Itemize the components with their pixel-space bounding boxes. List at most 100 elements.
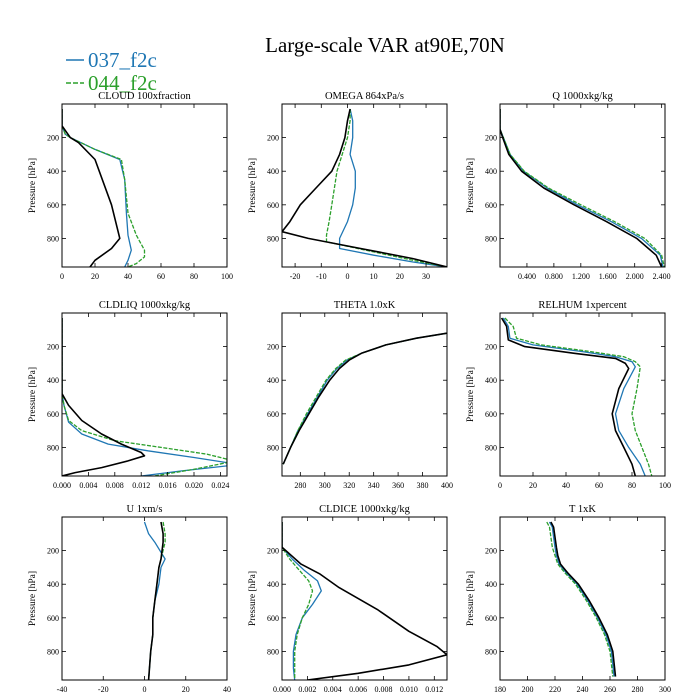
x-tick-label: 0.800 bbox=[545, 272, 563, 281]
series-line-2 bbox=[282, 332, 447, 465]
y-tick-label: 600 bbox=[47, 410, 59, 419]
x-tick-label: 0 bbox=[143, 685, 147, 694]
x-tick-label: 20 bbox=[91, 272, 99, 281]
x-tick-label: 280 bbox=[294, 481, 306, 490]
series-line-2 bbox=[500, 317, 637, 476]
x-tick-label: 100 bbox=[659, 481, 671, 490]
x-tick-label: 20 bbox=[529, 481, 537, 490]
plot-frame bbox=[61, 312, 228, 477]
y-tick-label: 800 bbox=[267, 443, 279, 452]
series-line-1 bbox=[325, 109, 447, 267]
x-tick-label: 0.012 bbox=[425, 685, 443, 694]
y-tick-label: 200 bbox=[267, 343, 279, 352]
x-tick-label: 320 bbox=[343, 481, 355, 490]
plot-frame bbox=[499, 312, 666, 477]
x-tick-label: 100 bbox=[221, 272, 233, 281]
x-tick-label: 40 bbox=[223, 685, 231, 694]
panel-title: CLDICE 1000xkg/kg bbox=[319, 504, 410, 515]
y-tick-label: 800 bbox=[47, 647, 59, 656]
plot-frame bbox=[499, 516, 666, 681]
y-tick-label: 800 bbox=[267, 234, 279, 243]
y-tick-label: 400 bbox=[267, 167, 279, 176]
series-line-2 bbox=[500, 109, 663, 267]
x-tick-label: 10 bbox=[370, 272, 378, 281]
x-tick-label: 0.004 bbox=[324, 685, 342, 694]
series-line-0 bbox=[502, 317, 646, 476]
x-tick-label: 0.002 bbox=[298, 685, 316, 694]
legend: 037_f2c 044_f2c bbox=[66, 48, 157, 95]
x-tick-label: 0.006 bbox=[349, 685, 367, 694]
plot-frame bbox=[61, 516, 228, 681]
x-tick-label: 1.200 bbox=[572, 272, 590, 281]
y-tick-label: 600 bbox=[485, 614, 497, 623]
panel-title: CLOUD 100xfraction bbox=[98, 91, 191, 102]
series-line-0 bbox=[500, 109, 664, 267]
x-tick-label: 400 bbox=[441, 481, 453, 490]
x-tick-label: 20 bbox=[182, 685, 190, 694]
series-line-2 bbox=[62, 318, 146, 476]
plot-frame bbox=[499, 103, 666, 268]
x-tick-label: 2.000 bbox=[626, 272, 644, 281]
x-tick-label: 80 bbox=[190, 272, 198, 281]
panel-4: THETA 1.0xK 280 300 320 340 360 380 400 200 400 60… bbox=[267, 300, 453, 490]
y-tick-label: 400 bbox=[267, 580, 279, 589]
series-line-0 bbox=[338, 108, 447, 267]
y-tick-label: 200 bbox=[485, 134, 497, 143]
series-line-1 bbox=[500, 109, 665, 267]
y-axis-label: Pressure [hPa] bbox=[466, 367, 476, 422]
y-tick-label: 800 bbox=[485, 443, 497, 452]
panel-title: CLDLIQ 1000xkg/kg bbox=[99, 300, 191, 311]
x-tick-label: 180 bbox=[494, 685, 506, 694]
y-tick-label: 600 bbox=[267, 410, 279, 419]
panel-title: THETA 1.0xK bbox=[334, 300, 396, 311]
panel-title: OMEGA 864xPa/s bbox=[325, 91, 404, 102]
y-tick-label: 800 bbox=[47, 234, 59, 243]
legend-label-044: 044_f2c bbox=[88, 71, 157, 95]
panel-0: CLOUD 100xfraction Pressure [hPa] 0 20 40 60 8… bbox=[28, 91, 233, 281]
x-tick-label: 0.008 bbox=[375, 685, 393, 694]
x-tick-label: 280 bbox=[632, 685, 644, 694]
series-line-1 bbox=[282, 522, 314, 680]
panel-grid: CLOUD 100xfraction Pressure [hPa] 0 20 40 60 8… bbox=[28, 91, 671, 694]
x-tick-label: 200 bbox=[522, 685, 534, 694]
y-tick-label: 400 bbox=[47, 167, 59, 176]
x-tick-label: 60 bbox=[157, 272, 165, 281]
panel-title: RELHUM 1xpercent bbox=[538, 300, 626, 311]
y-tick-label: 800 bbox=[267, 647, 279, 656]
y-tick-label: 400 bbox=[485, 580, 497, 589]
y-tick-label: 600 bbox=[267, 201, 279, 210]
x-tick-label: 0 bbox=[60, 272, 64, 281]
y-tick-label: 400 bbox=[47, 376, 59, 385]
x-tick-label: -20 bbox=[290, 272, 301, 281]
x-tick-label: 0.016 bbox=[159, 481, 177, 490]
x-tick-label: 0 bbox=[345, 272, 349, 281]
x-tick-label: 60 bbox=[595, 481, 603, 490]
y-tick-label: 200 bbox=[485, 547, 497, 556]
y-tick-label: 200 bbox=[485, 343, 497, 352]
x-tick-label: 260 bbox=[604, 685, 616, 694]
series-line-0 bbox=[548, 521, 615, 677]
series-line-2 bbox=[550, 521, 617, 677]
x-tick-label: 300 bbox=[659, 685, 671, 694]
series-line-1 bbox=[504, 317, 653, 476]
x-tick-label: 0.004 bbox=[79, 481, 97, 490]
plot-frame bbox=[281, 516, 448, 681]
y-tick-label: 600 bbox=[267, 614, 279, 623]
figure-title: Large-scale VAR at90E,70N bbox=[265, 33, 505, 57]
x-tick-label: 0.000 bbox=[273, 685, 291, 694]
series-line-2 bbox=[147, 521, 164, 680]
y-tick-label: 800 bbox=[485, 234, 497, 243]
y-tick-label: 600 bbox=[47, 614, 59, 623]
y-axis-label: Pressure [hPa] bbox=[248, 571, 258, 626]
y-tick-label: 600 bbox=[47, 201, 59, 210]
y-axis-label: Pressure [hPa] bbox=[248, 158, 258, 213]
x-tick-label: 20 bbox=[396, 272, 404, 281]
plot-frame bbox=[281, 103, 448, 268]
x-tick-label: 40 bbox=[124, 272, 132, 281]
x-tick-label: 300 bbox=[319, 481, 331, 490]
x-tick-label: 240 bbox=[577, 685, 589, 694]
x-tick-label: 2.400 bbox=[653, 272, 671, 281]
x-tick-label: 0.008 bbox=[106, 481, 124, 490]
x-tick-label: -10 bbox=[316, 272, 327, 281]
